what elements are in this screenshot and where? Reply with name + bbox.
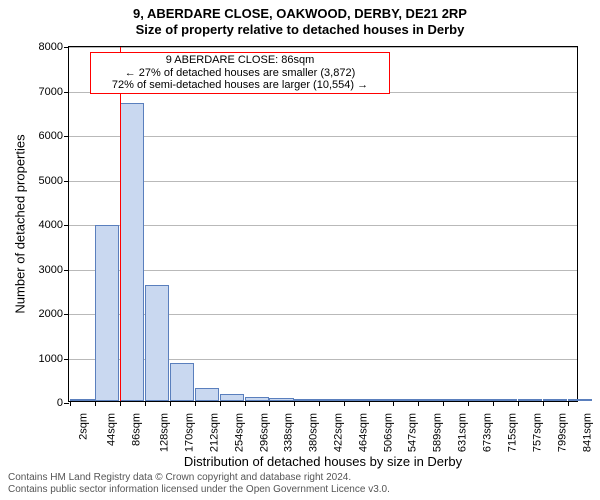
footer: Contains HM Land Registry data © Crown c…	[8, 472, 592, 496]
xtick-mark	[468, 401, 469, 406]
xtick-label: 464sqm	[358, 413, 370, 452]
histogram-bar	[195, 388, 219, 401]
xtick-mark	[493, 401, 494, 406]
histogram-bar	[518, 399, 542, 401]
xtick-mark	[443, 401, 444, 406]
footer-line-2: Contains public sector information licen…	[8, 484, 592, 496]
xtick-label: 212sqm	[208, 413, 220, 452]
xtick-mark	[568, 401, 569, 406]
histogram-bar	[543, 399, 567, 401]
xtick-label: 589sqm	[432, 413, 444, 452]
histogram-bar	[493, 399, 517, 401]
xtick-mark	[294, 401, 295, 406]
page-title-1: 9, ABERDARE CLOSE, OAKWOOD, DERBY, DE21 …	[0, 0, 600, 22]
xtick-label: 86sqm	[131, 413, 143, 446]
ytick-label: 8000	[39, 41, 69, 53]
ytick-label: 4000	[39, 219, 69, 231]
xtick-mark	[220, 401, 221, 406]
xtick-label: 422sqm	[333, 413, 345, 452]
histogram-bar	[294, 399, 318, 401]
histogram-bar	[568, 399, 592, 401]
xtick-mark	[170, 401, 171, 406]
histogram-bar	[393, 399, 417, 401]
xtick-label: 128sqm	[158, 413, 170, 452]
xtick-mark	[245, 401, 246, 406]
chart-container: 9, ABERDARE CLOSE, OAKWOOD, DERBY, DE21 …	[0, 0, 600, 500]
footer-line-1: Contains HM Land Registry data © Crown c…	[8, 472, 592, 484]
xtick-label: 799sqm	[556, 413, 568, 452]
histogram-bar	[120, 103, 144, 401]
gridline	[69, 225, 577, 226]
histogram-bar	[70, 399, 94, 401]
xtick-label: 170sqm	[183, 413, 195, 452]
histogram-bar	[418, 399, 442, 401]
gridline	[69, 47, 577, 48]
histogram-bar	[145, 285, 169, 401]
gridline	[69, 136, 577, 137]
gridline	[69, 181, 577, 182]
histogram-bar	[443, 399, 467, 401]
xtick-mark	[145, 401, 146, 406]
ytick-label: 2000	[39, 308, 69, 320]
xtick-label: 715sqm	[507, 413, 519, 452]
xtick-label: 757sqm	[531, 413, 543, 452]
ytick-label: 0	[57, 397, 69, 409]
y-axis-title: Number of detached properties	[13, 134, 28, 313]
histogram-bar	[95, 225, 119, 401]
xtick-mark	[319, 401, 320, 406]
annotation-line2: ← 27% of detached houses are smaller (3,…	[93, 67, 387, 80]
histogram-bar	[245, 397, 269, 401]
xtick-mark	[269, 401, 270, 406]
histogram-bar	[468, 399, 492, 401]
xtick-mark	[195, 401, 196, 406]
xtick-label: 547sqm	[407, 413, 419, 452]
histogram-bar	[344, 399, 368, 401]
annotation-line1: 9 ABERDARE CLOSE: 86sqm	[93, 54, 387, 67]
annotation-box: 9 ABERDARE CLOSE: 86sqm← 27% of detached…	[90, 52, 390, 94]
ytick-label: 3000	[39, 264, 69, 276]
xtick-mark	[518, 401, 519, 406]
xtick-label: 2sqm	[78, 413, 90, 440]
xtick-label: 841sqm	[581, 413, 593, 452]
xtick-label: 673sqm	[482, 413, 494, 452]
plot-area: 0100020003000400050006000700080002sqm44s…	[68, 46, 578, 402]
xtick-mark	[70, 401, 71, 406]
histogram-bar	[319, 399, 343, 401]
xtick-mark	[95, 401, 96, 406]
xtick-label: 44sqm	[106, 413, 118, 446]
page-title-2: Size of property relative to detached ho…	[0, 22, 600, 38]
histogram-bar	[220, 394, 244, 401]
xtick-label: 296sqm	[258, 413, 270, 452]
histogram-bar	[170, 363, 194, 401]
xtick-mark	[543, 401, 544, 406]
xtick-label: 338sqm	[283, 413, 295, 452]
ytick-label: 1000	[39, 353, 69, 365]
xtick-mark	[344, 401, 345, 406]
xtick-label: 506sqm	[383, 413, 395, 452]
x-axis-title: Distribution of detached houses by size …	[184, 454, 462, 469]
ytick-label: 7000	[39, 86, 69, 98]
ytick-label: 6000	[39, 130, 69, 142]
xtick-label: 254sqm	[233, 413, 245, 452]
xtick-mark	[418, 401, 419, 406]
histogram-bar	[369, 399, 393, 401]
annotation-line3: 72% of semi-detached houses are larger (…	[93, 79, 387, 92]
xtick-mark	[120, 401, 121, 406]
xtick-mark	[369, 401, 370, 406]
xtick-mark	[393, 401, 394, 406]
ytick-label: 5000	[39, 175, 69, 187]
xtick-label: 631sqm	[457, 413, 469, 452]
histogram-bar	[269, 398, 293, 401]
xtick-label: 380sqm	[308, 413, 320, 452]
gridline	[69, 270, 577, 271]
marker-line	[120, 47, 121, 401]
